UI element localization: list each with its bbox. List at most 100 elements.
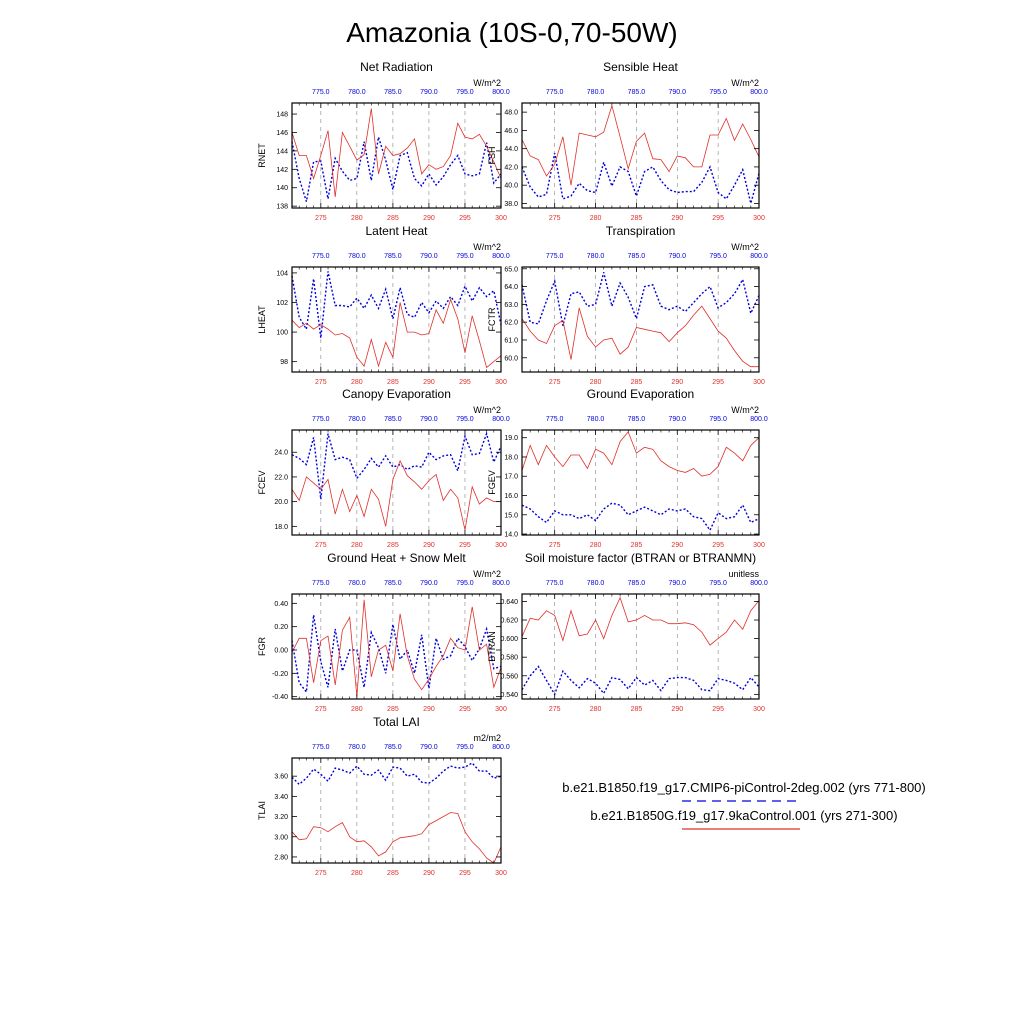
plot-frame	[291, 266, 502, 373]
top-tick-label: 785.0	[384, 744, 402, 751]
x-tick-label: 290	[671, 215, 683, 222]
top-tick-label: 775.0	[546, 580, 564, 587]
y-axis-label: RNET	[257, 143, 267, 168]
plot-frame	[291, 593, 502, 700]
y-tick-label: 148	[276, 112, 288, 119]
plot-frame	[521, 429, 760, 536]
y-tick-label: 16.0	[504, 493, 518, 500]
top-tick-label: 800.0	[492, 89, 510, 96]
x-tick-label: 300	[495, 870, 507, 877]
y-tick-label: -0.20	[272, 671, 288, 678]
top-tick-label: 785.0	[628, 580, 646, 587]
top-tick-label: 800.0	[750, 89, 768, 96]
series-line-series2	[521, 431, 760, 477]
x-tick-label: 280	[351, 215, 363, 222]
top-tick-label: 775.0	[546, 89, 564, 96]
y-tick-label: 0.600	[500, 636, 518, 643]
x-tick-label: 285	[387, 379, 399, 386]
top-tick-label: 795.0	[709, 580, 727, 587]
top-tick-label: 780.0	[587, 89, 605, 96]
series-line-series1	[521, 153, 760, 204]
panel-fgev: Ground Evaporation W/m^2 275 280 285 290 295 30…	[487, 387, 768, 549]
y-tick-label: 61.0	[504, 337, 518, 344]
units-label: W/m^2	[731, 405, 759, 415]
panel-rnet: Net Radiation W/m^2 275 280 285 290 295 300 775.…	[257, 60, 510, 222]
y-tick-label: 65.0	[504, 266, 518, 273]
y-tick-label: 102	[276, 300, 288, 307]
x-tick-label: 280	[351, 870, 363, 877]
plot-frame	[291, 102, 502, 209]
y-axis-label: FSH	[487, 147, 497, 165]
panel-title: Net Radiation	[360, 60, 433, 74]
x-tick-label: 300	[753, 379, 765, 386]
y-tick-label: 104	[276, 270, 288, 277]
series-line-series1	[291, 136, 502, 202]
top-tick-label: 780.0	[348, 253, 366, 260]
x-tick-label: 285	[631, 542, 643, 549]
x-tick-label: 285	[387, 870, 399, 877]
top-tick-label: 795.0	[456, 580, 474, 587]
top-tick-label: 780.0	[587, 580, 605, 587]
x-tick-label: 285	[631, 215, 643, 222]
plot-frame	[291, 757, 502, 864]
panel-btran: Soil moisture factor (BTRAN or BTRANMN) u…	[487, 551, 768, 713]
top-tick-label: 785.0	[384, 416, 402, 423]
y-tick-label: 46.0	[504, 128, 518, 135]
y-tick-label: 100	[276, 330, 288, 337]
x-tick-label: 275	[315, 215, 327, 222]
panel-title: Canopy Evaporation	[342, 387, 451, 401]
y-tick-label: 138	[276, 204, 288, 211]
y-tick-label: 0.580	[500, 655, 518, 662]
series-line-series1	[521, 272, 760, 326]
x-tick-label: 300	[495, 706, 507, 713]
x-tick-label: 275	[549, 215, 561, 222]
y-tick-label: 0.20	[274, 624, 288, 631]
top-tick-label: 790.0	[669, 89, 687, 96]
x-tick-label: 290	[671, 706, 683, 713]
y-tick-label: 0.620	[500, 618, 518, 625]
top-tick-label: 795.0	[456, 744, 474, 751]
top-tick-label: 795.0	[709, 416, 727, 423]
x-tick-label: 290	[423, 542, 435, 549]
x-tick-label: 285	[631, 379, 643, 386]
top-tick-label: 795.0	[456, 416, 474, 423]
units-label: unitless	[728, 569, 759, 579]
top-tick-label: 800.0	[492, 253, 510, 260]
y-axis-label: BTRAN	[487, 631, 497, 662]
top-tick-label: 780.0	[348, 744, 366, 751]
series-line-series2	[291, 812, 502, 864]
y-axis-label: FGEV	[487, 470, 497, 495]
top-tick-label: 785.0	[628, 253, 646, 260]
top-tick-label: 800.0	[492, 416, 510, 423]
top-tick-label: 775.0	[312, 89, 330, 96]
panel-title: Sensible Heat	[603, 60, 678, 74]
y-tick-label: 42.0	[504, 164, 518, 171]
x-tick-label: 280	[590, 542, 602, 549]
series-line-series1	[291, 431, 502, 500]
y-tick-label: 19.0	[504, 435, 518, 442]
y-tick-label: 62.0	[504, 320, 518, 327]
figure-title: Amazonia (10S-0,70-50W)	[346, 17, 677, 48]
panel-title: Transpiration	[606, 224, 676, 238]
y-axis-label: FCEV	[257, 470, 267, 494]
series-line-series1	[291, 762, 502, 786]
x-tick-label: 290	[423, 870, 435, 877]
y-tick-label: 64.0	[504, 284, 518, 291]
units-label: W/m^2	[473, 405, 501, 415]
top-tick-label: 795.0	[709, 253, 727, 260]
y-tick-label: 3.20	[274, 814, 288, 821]
y-tick-label: 144	[276, 148, 288, 155]
top-tick-label: 790.0	[420, 744, 438, 751]
series-line-series2	[291, 298, 502, 369]
y-tick-label: 3.40	[274, 794, 288, 801]
x-tick-label: 290	[671, 379, 683, 386]
y-tick-label: 22.0	[274, 474, 288, 481]
y-tick-label: 40.0	[504, 183, 518, 190]
y-tick-label: 44.0	[504, 146, 518, 153]
x-tick-label: 295	[459, 542, 471, 549]
x-tick-label: 300	[495, 542, 507, 549]
panel-title: Latent Heat	[365, 224, 428, 238]
x-tick-label: 295	[459, 215, 471, 222]
plot-frame	[521, 102, 760, 209]
top-tick-label: 780.0	[348, 416, 366, 423]
